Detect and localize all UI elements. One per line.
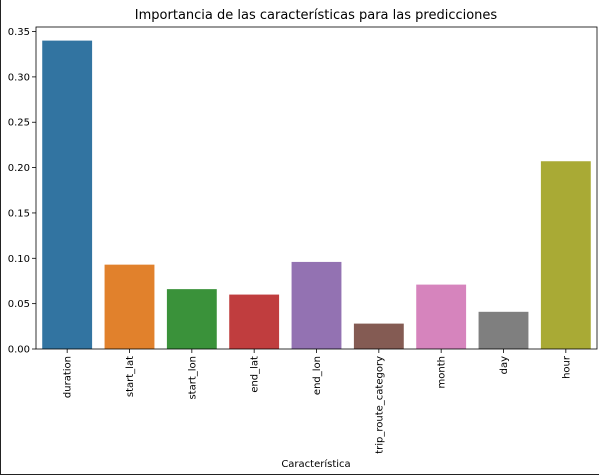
x-tick-label: hour [561, 355, 572, 379]
bar-duration [42, 40, 93, 350]
x-tick-label: end_lat [250, 356, 261, 393]
bar-trip-route-category [353, 323, 404, 349]
x-tick-label: day [499, 356, 510, 374]
x-axis-label: Característica [281, 458, 350, 470]
y-axis-ticks: 0.00 0.05 0.10 0.15 0.20 0.25 0.30 0.35 [8, 27, 36, 356]
x-tick-label: month [437, 356, 448, 388]
plot-area-border [35, 26, 598, 350]
y-tick-label: 0.35 [8, 27, 30, 38]
bar-hour [540, 161, 591, 349]
x-tick-label: start_lat [125, 356, 136, 397]
bars [42, 40, 591, 350]
bar-end-lon [291, 261, 342, 349]
bar-start-lon [166, 289, 217, 349]
x-tick-label: duration [63, 356, 74, 398]
x-axis-ticks: duration start_lat start_lon end_lat end_lon… [63, 349, 572, 454]
x-tick-label: end_lon [312, 356, 323, 395]
bar-start-lat [104, 264, 155, 349]
x-tick-label: start_lon [187, 356, 198, 400]
bar-end-lat [229, 294, 280, 349]
x-tick-label: trip_route_category [374, 356, 385, 454]
chart-title: Importancia de las características para … [135, 8, 498, 23]
y-tick-label: 0.25 [8, 118, 30, 129]
y-tick-label: 0.05 [8, 299, 30, 310]
y-tick-label: 0.20 [8, 163, 30, 174]
y-tick-label: 0.00 [8, 345, 30, 356]
bar-month [416, 284, 467, 349]
y-tick-label: 0.10 [8, 254, 30, 265]
y-tick-label: 0.30 [8, 72, 30, 83]
y-tick-label: 0.15 [8, 208, 30, 219]
bar-day [478, 311, 529, 349]
